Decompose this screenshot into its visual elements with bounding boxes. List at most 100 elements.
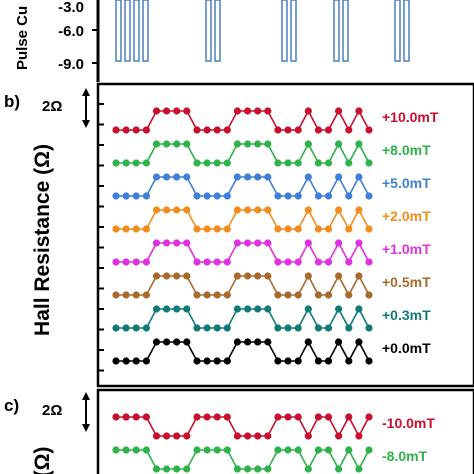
pulse-bar (281, 0, 288, 62)
panel-b-scale-bar (82, 88, 90, 128)
data-point (294, 324, 302, 332)
panel-b-scale-label: 2Ω (42, 98, 62, 115)
data-point (183, 465, 191, 473)
series-label: +10.0mT (382, 109, 439, 125)
data-point (112, 192, 120, 200)
data-point (233, 140, 241, 148)
data-point (203, 357, 211, 365)
data-point (274, 291, 282, 299)
data-point (183, 239, 191, 247)
data-point (335, 272, 343, 280)
data-point (183, 107, 191, 115)
data-point (203, 159, 211, 167)
data-point (112, 291, 120, 299)
data-point (254, 432, 262, 440)
data-point (233, 239, 241, 247)
data-point (314, 324, 322, 332)
data-point (142, 258, 150, 266)
data-point (163, 107, 171, 115)
data-point (193, 446, 201, 454)
data-point (264, 432, 272, 440)
data-point (274, 126, 282, 134)
data-point (345, 126, 353, 134)
data-point (335, 432, 343, 440)
data-point (324, 159, 333, 167)
data-point (335, 338, 343, 346)
series-line (116, 142, 370, 165)
pulse-bar (133, 0, 140, 62)
panel-a-ylabel: Pulse Cu (14, 6, 31, 70)
data-point (152, 272, 161, 280)
data-point (274, 324, 282, 332)
data-point (213, 258, 221, 266)
data-point (274, 258, 282, 266)
data-point (274, 192, 282, 200)
pulse-bar (124, 0, 131, 62)
data-point (203, 413, 211, 421)
data-point (142, 324, 150, 332)
data-point (223, 225, 231, 233)
data-point (345, 291, 353, 299)
data-point (264, 239, 272, 247)
series-label: +5.0mT (382, 175, 431, 191)
series-line (116, 241, 370, 264)
panel-a-tick-label-top: -3.0 (58, 0, 84, 16)
data-point (203, 126, 211, 134)
data-point (203, 324, 211, 332)
data-point (244, 305, 252, 313)
data-point (183, 272, 191, 280)
data-point (365, 258, 373, 266)
data-point (304, 140, 312, 148)
data-point (233, 305, 241, 313)
pulse-bar (205, 0, 212, 62)
data-point (203, 291, 211, 299)
data-point (314, 357, 322, 365)
data-point (244, 465, 252, 473)
data-point (274, 225, 282, 233)
data-point (294, 357, 302, 365)
data-point (304, 173, 312, 181)
series-line (116, 175, 370, 198)
data-point (233, 465, 241, 473)
data-point (233, 272, 241, 280)
series-line (116, 274, 370, 297)
data-point (233, 338, 241, 346)
data-point (213, 159, 221, 167)
data-point (193, 225, 201, 233)
data-point (163, 432, 171, 440)
series-label: -10.0mT (382, 415, 435, 431)
data-point (355, 338, 363, 346)
pulse-bar (290, 0, 297, 62)
data-point (233, 432, 241, 440)
panel-c-scale-bar (82, 392, 90, 432)
pulse-bar (115, 0, 122, 62)
data-point (213, 192, 221, 200)
series-line (116, 448, 370, 471)
data-point (274, 413, 282, 421)
series-line (116, 415, 370, 438)
data-point (193, 291, 201, 299)
data-point (254, 305, 262, 313)
data-point (355, 465, 363, 473)
data-point (152, 107, 161, 115)
data-point (335, 239, 343, 247)
data-point (122, 413, 130, 421)
pulse-bar (342, 0, 349, 62)
data-point (355, 272, 363, 280)
data-point (264, 206, 272, 214)
data-point (324, 357, 333, 365)
data-point (213, 324, 221, 332)
pulse-bar (333, 0, 340, 62)
data-point (324, 446, 333, 454)
data-point (294, 258, 302, 266)
data-point (314, 446, 322, 454)
data-point (122, 126, 130, 134)
data-point (122, 192, 130, 200)
data-point (132, 291, 140, 299)
data-point (244, 432, 252, 440)
data-point (193, 413, 201, 421)
series-label: -8.0mT (382, 448, 428, 464)
data-point (152, 432, 161, 440)
data-point (183, 206, 191, 214)
data-point (264, 465, 272, 473)
